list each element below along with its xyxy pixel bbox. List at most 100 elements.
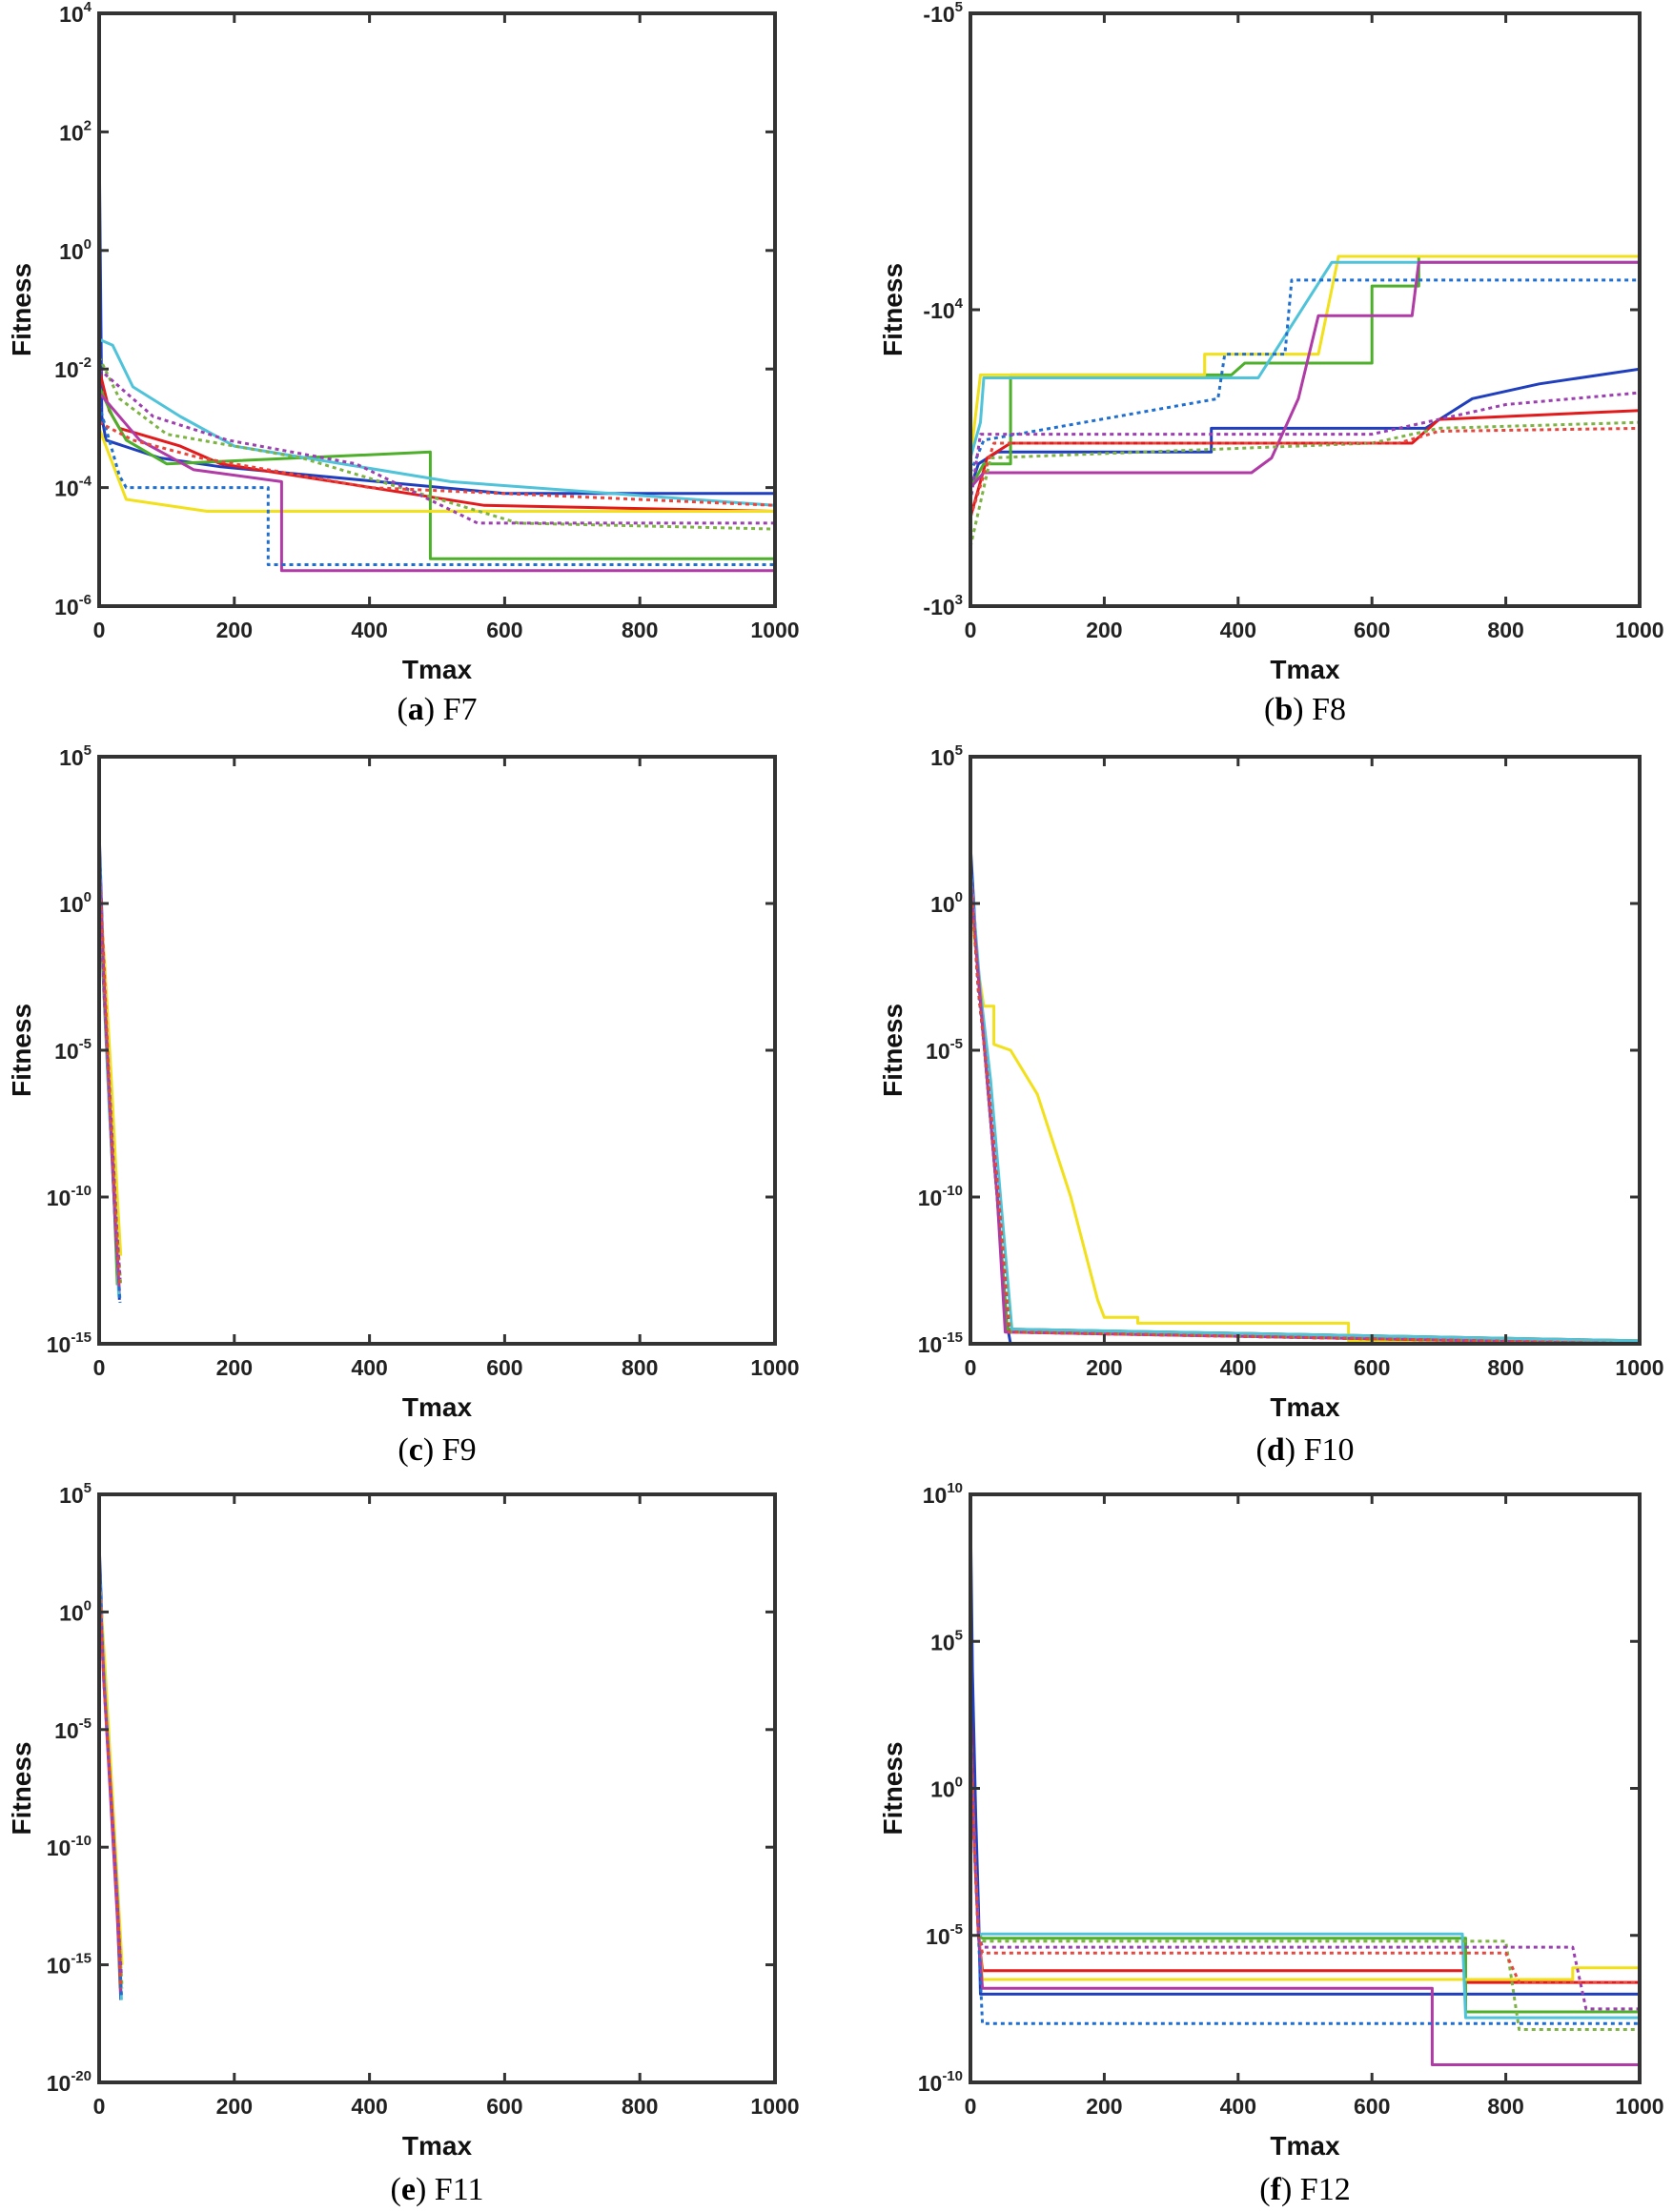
y-tick-base: 10 (918, 1332, 943, 1357)
y-tick-exponent: 0 (955, 1775, 963, 1791)
series-line-1 (970, 844, 1640, 1344)
panel-a: 0 200 400 600 800 100010410210010-210-410-6Tm… (7, 0, 800, 727)
caption-letter: c (409, 1432, 423, 1468)
series-line-7 (99, 404, 775, 566)
y-tick-base: 10 (930, 745, 955, 770)
x-tick-label: 600 (1354, 618, 1390, 642)
caption-name: F7 (443, 692, 478, 727)
panel-b: 0 200 400 600 800 1000-103-104-105TmaxFitness… (878, 0, 1664, 727)
y-tick-base: 10 (926, 1039, 950, 1064)
caption-name: F9 (442, 1432, 477, 1468)
x-tick-label: 400 (1220, 1355, 1256, 1380)
x-tick-label: 0 (965, 618, 977, 642)
y-tick-label: 10-20 (47, 2068, 92, 2096)
y-tick-base: 10 (59, 1483, 84, 1508)
y-tick-exponent: 5 (84, 742, 92, 759)
x-axis-label: Tmax (402, 2131, 473, 2161)
y-tick-exponent: -5 (950, 1921, 963, 1938)
y-tick-exponent: -4 (79, 474, 92, 490)
plot-frame (97, 11, 777, 608)
series-line-9 (99, 368, 775, 525)
series-line-10 (99, 420, 775, 507)
y-tick-exponent: -10 (942, 2068, 963, 2084)
y-tick-base: 10 (59, 745, 84, 770)
y-axis-label: Fitness (7, 1004, 36, 1097)
x-axis-label: Tmax (1270, 2131, 1340, 2161)
series-group (99, 132, 775, 573)
series-group (99, 829, 123, 1303)
x-tick-label: 400 (351, 618, 387, 642)
plot-frame (969, 11, 1642, 608)
x-tick-label: 800 (622, 1355, 658, 1380)
x-tick-label: 600 (486, 2094, 522, 2119)
y-tick-label: 100 (59, 889, 92, 917)
caption-name: F12 (1300, 2172, 1351, 2207)
panel-f: 0 200 400 600 800 1000101010510010-510-10Tmax… (878, 1480, 1664, 2207)
y-tick-exponent: 5 (955, 0, 963, 15)
x-tick-label: 200 (216, 2094, 253, 2119)
y-tick-label: 10-5 (926, 1036, 963, 1064)
y-tick-exponent: 0 (84, 1597, 92, 1613)
x-tick-label: 0 (965, 2094, 977, 2119)
y-tick-exponent: 5 (955, 742, 963, 759)
y-tick-base: 10 (930, 892, 955, 917)
series-line-10 (99, 1576, 123, 1989)
series-line-9 (970, 1744, 1640, 2011)
y-tick-label: 102 (59, 117, 92, 145)
x-axis-label: Tmax (1270, 1392, 1340, 1422)
y-tick-label: 10-6 (54, 592, 92, 619)
y-tick-base: 10 (923, 1483, 948, 1508)
series-group (970, 1509, 1640, 2066)
y-tick-label: 10-10 (47, 1833, 92, 1860)
series-line-5 (970, 260, 1640, 458)
y-tick-exponent: -15 (71, 1951, 92, 1967)
y-tick-exponent: -10 (71, 1183, 92, 1199)
x-tick-label: 0 (93, 2094, 106, 2119)
series-line-9 (970, 391, 1640, 503)
x-tick-label: 1000 (750, 2094, 799, 2119)
y-tick-base: 10 (54, 1718, 79, 1743)
y-tick-label: 100 (59, 236, 92, 264)
series-group (99, 1541, 124, 2000)
series-line-3 (99, 386, 775, 560)
panel-caption: (c) F9 (398, 1432, 476, 1468)
panel-caption: (a) F7 (397, 692, 477, 727)
panel-caption: (f) F12 (1259, 2172, 1350, 2207)
y-tick-label: 10-15 (47, 1329, 92, 1357)
y-tick-label: 105 (59, 742, 92, 770)
x-tick-label: 200 (1086, 2094, 1122, 2119)
x-tick-label: 800 (1487, 618, 1523, 642)
y-tick-exponent: -10 (71, 1833, 92, 1849)
plot-frame (969, 755, 1642, 1346)
y-axis-label: Fitness (7, 263, 36, 356)
y-axis-label: Fitness (878, 1741, 908, 1835)
y-tick-exponent: 0 (84, 236, 92, 253)
y-tick-base: 10 (918, 2071, 943, 2096)
y-tick-label: -103 (923, 592, 963, 619)
y-tick-base: 10 (59, 120, 84, 145)
series-line-10 (970, 1744, 1640, 1984)
caption-letter: a (408, 692, 424, 727)
y-tick-exponent: 2 (84, 117, 92, 133)
panel-d: 0 200 400 600 800 100010510010-510-1010-15Tma… (878, 742, 1664, 1468)
x-tick-label: 600 (1354, 1355, 1390, 1380)
y-tick-base: 10 (47, 1332, 71, 1357)
y-tick-base: 10 (59, 892, 84, 917)
x-tick-label: 600 (486, 1355, 522, 1380)
y-tick-exponent: 0 (955, 889, 963, 905)
series-line-3 (970, 874, 1640, 1343)
y-tick-exponent: -15 (71, 1329, 92, 1346)
series-line-2 (970, 409, 1640, 518)
plot-frame (97, 755, 777, 1346)
series-line-6 (970, 260, 1640, 489)
series-line-4 (970, 254, 1640, 458)
y-tick-label: 105 (59, 1480, 92, 1508)
y-tick-base: 10 (54, 1039, 79, 1064)
series-line-4 (99, 427, 775, 513)
series-line-1 (970, 367, 1640, 489)
y-tick-base: -10 (923, 2, 954, 27)
x-tick-label: 400 (351, 2094, 387, 2119)
caption-letter: d (1267, 1432, 1285, 1468)
y-tick-label: 10-4 (54, 474, 92, 501)
y-tick-label: 10-5 (54, 1715, 92, 1743)
